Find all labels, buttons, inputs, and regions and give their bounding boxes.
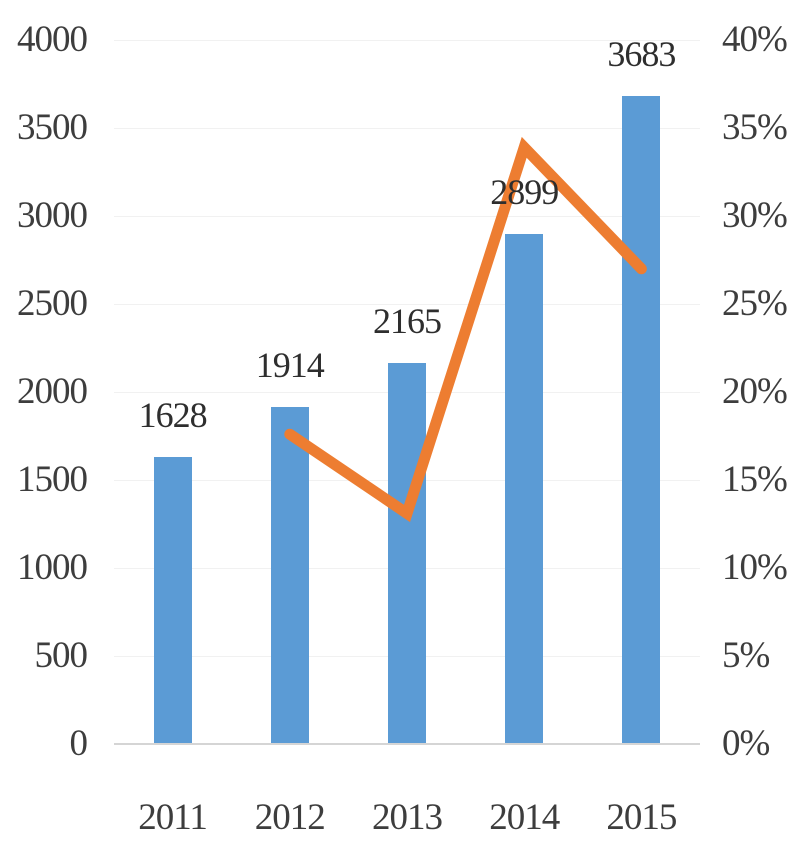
x-axis-label-2015: 2015: [606, 797, 677, 838]
bar-value-label-2014: 2899: [490, 171, 559, 212]
gridline: [114, 128, 700, 129]
x-axis-label-2013: 2013: [372, 797, 443, 838]
left-axis-tick: 500: [34, 635, 89, 676]
bar-2015: [622, 95, 661, 744]
bar-2012: [270, 407, 309, 744]
gridline: [114, 304, 700, 305]
x-axis-label-2011: 2011: [138, 797, 208, 838]
right-axis-tick: 40%: [722, 19, 788, 60]
bar-value-label-2011: 1628: [138, 395, 208, 436]
x-axis-baseline: [114, 743, 700, 745]
gridline: [114, 216, 700, 217]
bar-2014: [505, 233, 544, 744]
right-axis-tick: 15%: [722, 459, 788, 500]
right-axis-tick: 20%: [722, 371, 788, 412]
left-axis-tick: 1000: [17, 547, 88, 588]
left-axis-tick: 3000: [17, 195, 88, 236]
left-axis-tick: 2000: [17, 371, 88, 412]
bar-2011: [153, 457, 192, 744]
left-axis-tick: 4000: [17, 19, 88, 60]
left-axis-tick: 2500: [17, 283, 88, 324]
bar-value-label-2013: 2165: [373, 300, 442, 341]
left-axis-tick: 3500: [17, 107, 88, 148]
x-axis-label-2012: 2012: [254, 797, 326, 838]
growth-rate-line: [284, 136, 647, 523]
bar-value-label-2012: 1914: [255, 345, 325, 386]
right-axis-tick: 35%: [722, 107, 788, 148]
bar-2013: [388, 362, 426, 744]
left-axis-tick: 0: [69, 723, 89, 764]
right-axis-tick: 10%: [722, 547, 788, 588]
right-axis-tick: 25%: [722, 283, 788, 324]
right-axis-tick: 30%: [722, 195, 788, 236]
gridline: [114, 40, 700, 41]
right-axis-tick: 0%: [722, 723, 770, 764]
left-axis-tick: 1500: [17, 459, 88, 500]
x-axis-label-2014: 2014: [489, 797, 560, 838]
right-axis-tick: 5%: [722, 635, 770, 676]
bar-value-label-2015: 3683: [607, 33, 676, 74]
